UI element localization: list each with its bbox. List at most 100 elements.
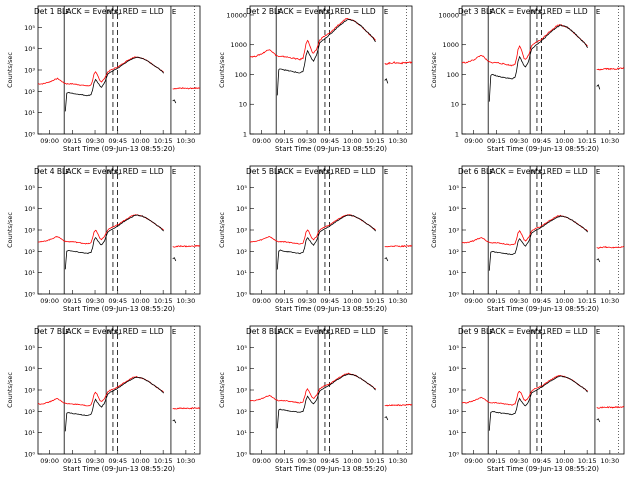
y-axis-label: Counts/sec	[6, 372, 14, 408]
x-tick-label: 10:15	[366, 297, 385, 305]
marker-label-e: E	[172, 168, 176, 176]
y-tick-label: 10³	[236, 387, 247, 395]
x-tick-label: 10:15	[366, 137, 385, 145]
y-tick-label: 10⁰	[236, 451, 247, 459]
x-tick-label: 10:30	[389, 297, 408, 305]
y-tick-label: 10²	[236, 408, 247, 416]
x-axis-label: Start Time (09-Jun-13 08:55:20)	[275, 145, 387, 153]
y-tick-label: 10⁵	[448, 184, 459, 192]
y-tick-label: 10⁵	[24, 24, 35, 32]
x-tick-label: 10:30	[601, 137, 620, 145]
x-tick-label: 10:15	[154, 137, 173, 145]
x-tick-label: 10:30	[177, 137, 196, 145]
detector-panel-9: Det 9 BLACK = Events, RED = LLD 10⁰ 10¹ 10²…	[430, 325, 625, 473]
marker-label-f: F	[277, 168, 281, 176]
x-axis-label: Start Time (09-Jun-13 08:55:20)	[63, 305, 175, 313]
detector-panel-2: Det 2 BLACK = Events, RED = LLD 1 10 100 100…	[218, 5, 413, 153]
x-axis-label: Start Time (09-Jun-13 08:55:20)	[63, 145, 175, 153]
marker-label-a1: A1	[538, 168, 547, 176]
marker-label-a1: A1	[114, 328, 123, 336]
marker-label-a1: A1	[326, 328, 335, 336]
y-tick-label: 1000	[230, 41, 247, 49]
events-series-line	[64, 376, 165, 432]
panel-title: Det 1 BLACK = Events, RED = LLD	[34, 7, 164, 16]
y-tick-label: 10000	[438, 11, 459, 19]
detector-panel-5: Det 5 BLACK = Events, RED = LLD 10⁰ 10¹ 10²…	[218, 165, 413, 313]
events-series-night-line	[384, 78, 389, 84]
lld-series-night-line	[596, 406, 625, 409]
events-series-line	[276, 214, 376, 270]
x-tick-label: 10:15	[578, 137, 597, 145]
marker-label-n: N	[531, 8, 536, 16]
y-tick-label: 10⁰	[24, 451, 35, 459]
y-tick-label: 10²	[24, 408, 35, 416]
x-tick-label: 10:00	[343, 297, 362, 305]
marker-label-f: F	[277, 328, 281, 336]
events-series-night-line	[172, 419, 177, 424]
y-tick-label: 10¹	[24, 109, 35, 117]
x-tick-label: 09:45	[320, 297, 339, 305]
marker-label-n: N	[531, 168, 536, 176]
x-tick-label: 10:15	[366, 457, 385, 465]
y-tick-label: 100	[235, 71, 247, 79]
y-tick-label: 10¹	[24, 269, 35, 277]
y-tick-label: 10¹	[448, 269, 459, 277]
y-tick-label: 10⁰	[448, 451, 459, 459]
events-series-night-line	[384, 257, 389, 262]
y-tick-label: 10²	[24, 88, 35, 96]
x-tick-label: 09:00	[464, 457, 483, 465]
x-tick-label: 09:15	[63, 137, 82, 145]
x-tick-label: 09:45	[532, 137, 551, 145]
plot-frame	[461, 165, 625, 295]
marker-label-f: F	[489, 168, 493, 176]
lld-series-night-line	[172, 407, 201, 410]
y-axis-label: Counts/sec	[6, 52, 14, 88]
detector-panel-8: Det 8 BLACK = Events, RED = LLD 10⁰ 10¹ 10²…	[218, 325, 413, 473]
y-tick-label: 10⁰	[24, 131, 35, 139]
y-tick-label: 10⁴	[24, 205, 35, 213]
y-tick-label: 10⁵	[448, 344, 459, 352]
lld-series-night-line	[172, 87, 201, 90]
events-series-line	[488, 375, 588, 431]
y-tick-label: 10¹	[448, 429, 459, 437]
events-series-line	[488, 24, 588, 102]
y-tick-label: 10³	[236, 227, 247, 235]
lld-series-night-line	[172, 244, 201, 248]
lld-series-line	[37, 56, 164, 87]
y-tick-label: 10³	[448, 387, 459, 395]
x-tick-label: 09:00	[40, 457, 59, 465]
x-tick-label: 09:45	[108, 457, 127, 465]
x-tick-label: 10:30	[389, 137, 408, 145]
x-tick-label: 10:30	[601, 297, 620, 305]
marker-label-e: E	[384, 328, 388, 336]
x-tick-label: 09:15	[63, 297, 82, 305]
x-tick-label: 10:15	[578, 457, 597, 465]
plot-frame	[37, 325, 201, 455]
y-tick-label: 10	[451, 101, 459, 109]
x-tick-label: 10:15	[154, 457, 173, 465]
y-tick-label: 10²	[448, 248, 459, 256]
marker-label-n: N	[319, 8, 324, 16]
panel-title: Det 5 BLACK = Events, RED = LLD	[246, 167, 376, 176]
lld-series-night-line	[384, 244, 412, 248]
lld-series-night-line	[384, 403, 412, 407]
y-tick-label: 10⁰	[24, 291, 35, 299]
lld-series-line	[37, 214, 164, 245]
x-axis-label: Start Time (09-Jun-13 08:55:20)	[487, 465, 599, 473]
marker-label-e: E	[596, 328, 600, 336]
marker-label-n: N	[319, 168, 324, 176]
plot-frame	[461, 5, 625, 135]
x-tick-label: 10:15	[154, 297, 173, 305]
x-tick-label: 09:15	[487, 137, 506, 145]
y-tick-label: 10²	[24, 248, 35, 256]
y-axis-label: Counts/sec	[430, 52, 438, 88]
x-tick-label: 09:00	[252, 457, 271, 465]
y-axis-label: Counts/sec	[218, 52, 226, 88]
marker-label-e: E	[596, 168, 600, 176]
x-tick-label: 09:30	[510, 457, 529, 465]
x-tick-label: 09:15	[275, 457, 294, 465]
events-series-line	[64, 56, 165, 112]
x-tick-label: 09:30	[510, 137, 529, 145]
x-tick-label: 10:30	[177, 297, 196, 305]
